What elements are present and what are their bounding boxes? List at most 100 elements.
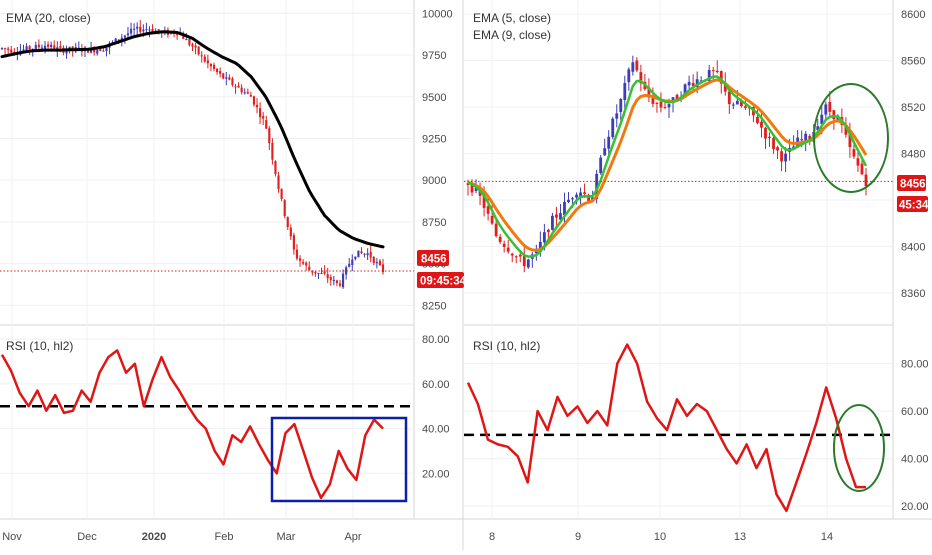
left-price-y-tick-label: 9500 [422,92,446,104]
left-candle-body [139,26,142,32]
left-candle-body [176,34,179,36]
left-candle-body [228,77,231,80]
left-candle-body [182,34,185,39]
left-candle-body [366,253,369,256]
left-candle-body [305,262,308,266]
left-candle-body [34,45,37,50]
right-candle-body [699,80,703,82]
right-candle-body [727,91,731,105]
left-candle-body [50,44,53,48]
left-candle-body [274,161,277,175]
right-candle-body [844,125,848,135]
left-candle-body [320,273,323,275]
left-candle-body [375,262,378,264]
left-candle-body [292,235,295,250]
left-candle-body [133,28,136,30]
left-price-tag-text: 8456 [421,254,447,266]
left-candle-body [222,73,225,79]
left-candle-body [59,46,62,48]
left-candle-body [354,256,357,260]
left-candle-body [40,47,44,49]
left-candle-body [317,272,320,274]
right-ema5-line [467,75,868,258]
left-x-tick-label: Feb [215,531,234,543]
right-candle-body [856,158,860,166]
right-candle-body [647,87,651,98]
left-price-y-tick-label: 9750 [422,50,446,62]
right-candle-body [667,104,671,108]
right-candle-body [494,223,498,237]
left-candle-body [332,279,335,282]
left-x-tick-label: Mar [277,531,296,543]
left-candle-body [265,120,268,129]
right-candle-body [619,98,623,112]
left-candle-body [197,46,200,55]
left-candle-body [298,258,302,261]
right-candle-body [739,101,743,107]
left-candle-body [53,45,56,50]
left-candle-body [43,45,47,49]
right-candle-body [776,147,779,151]
right-candle-body [631,62,635,72]
left-rsi-legend: RSI (10, hl2) [6,339,73,353]
left-candle-body [129,28,133,34]
left-candle-body [345,267,348,275]
left-x-tick-label: Apr [344,531,361,543]
right-candle-body [623,83,627,101]
right-rsi-y-tick-label: 60.00 [901,406,929,418]
right-candle-body [474,187,478,191]
left-rsi-y-tick-label: 80.00 [422,334,450,346]
left-candle-body [268,128,271,144]
right-candle-body [498,236,502,243]
left-candle-body [283,200,286,216]
right-candle-body [470,182,474,193]
left-candle-body [360,251,363,254]
right-candle-body [663,106,667,108]
right-candle-body [607,136,611,149]
left-ema-line [0,30,385,249]
left-candle-body [157,29,160,32]
left-candle-body [120,37,123,41]
left-x-tick-label: Nov [2,531,22,543]
left-candle-body [126,33,130,36]
right-candle-body [538,241,542,249]
left-candle-body [338,283,342,286]
right-candle-body [824,104,828,115]
left-price-y-tick-label: 10000 [422,8,453,20]
left-candle-body [105,47,108,52]
right-candle-body [583,192,586,194]
right-candle-body [695,79,699,88]
right-candle-body [852,149,856,157]
right-candle-body [559,213,562,220]
right-candle-body [735,100,739,105]
left-candle-body [148,29,151,31]
left-candle-body [225,77,228,79]
left-candle-body [259,108,262,118]
left-candle-body [28,46,31,50]
left-candle-body [323,271,326,274]
left-candle-body [3,48,7,50]
left-candle-body [231,78,234,85]
right-price-legend-ema9: EMA (9, close) [473,28,551,42]
left-candle-body [93,47,96,53]
right-rsi-line [466,343,866,513]
left-candle-body [252,96,256,105]
left-candle-body [341,273,345,288]
right-price-legend-ema5: EMA (5, close) [473,11,551,25]
right-candle-body [804,133,808,141]
left-candle-body [99,49,102,52]
right-price-tag-text: 8456 [900,179,926,191]
right-candle-body [860,163,864,175]
left-price-y-tick-label: 8750 [422,217,446,229]
right-candle-body [542,232,546,243]
left-candle-body [123,35,126,38]
right-x-tick-label: 14 [821,531,833,543]
right-candle-body [502,243,506,247]
right-price-y-tick-label: 8480 [901,148,925,160]
right-candle-body [595,173,599,199]
left-candle-body [185,39,188,41]
right-candle-body [743,106,747,108]
right-x-tick-label: 8 [489,531,495,543]
